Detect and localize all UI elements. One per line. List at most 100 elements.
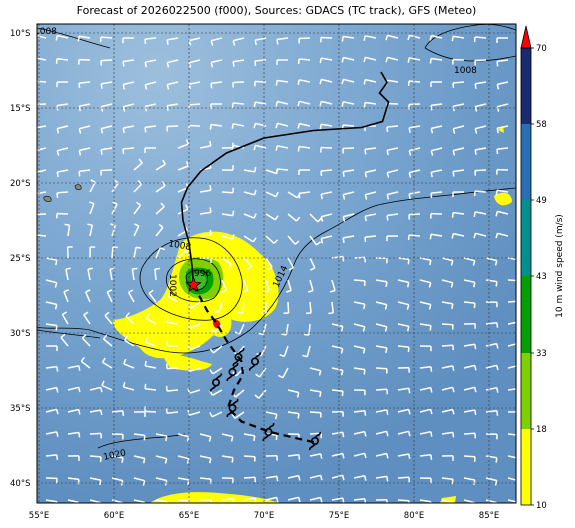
wind-barb-icon xyxy=(243,189,257,196)
wind-barb-icon xyxy=(329,279,336,293)
wind-barb-icon xyxy=(353,345,366,354)
wind-barb-icon xyxy=(429,57,443,64)
wind-barb-icon xyxy=(144,59,157,68)
wind-barb-icon xyxy=(375,301,388,310)
wind-barb-icon xyxy=(199,185,212,193)
wind-barb-icon xyxy=(309,257,316,271)
wind-barb-icon xyxy=(375,367,388,374)
wind-barb-icon xyxy=(89,432,103,439)
colorbar-tick: 33 xyxy=(536,349,547,359)
map-frame xyxy=(36,23,517,504)
wind-barb-icon xyxy=(419,279,432,288)
wind-barb-icon xyxy=(221,279,228,293)
wind-barb-icon xyxy=(144,406,157,413)
wind-barb-icon xyxy=(78,81,91,89)
wind-barb-icon xyxy=(155,433,168,442)
wind-barb-icon xyxy=(507,257,516,261)
wind-barb-icon xyxy=(430,191,443,199)
wind-barb-icon xyxy=(111,410,125,416)
wind-barb-icon xyxy=(87,223,94,237)
wind-barb-icon xyxy=(441,279,454,288)
wind-barb-icon xyxy=(166,363,179,370)
colorbar-tick: 18 xyxy=(536,425,547,435)
wind-barb-icon xyxy=(485,499,498,503)
wind-barb-icon xyxy=(67,499,80,503)
past-track-line xyxy=(180,71,390,286)
wind-barb-icon xyxy=(441,365,455,371)
storm-symbol-icon xyxy=(210,373,222,392)
wind-barb-icon xyxy=(242,279,249,293)
wind-barb-icon xyxy=(81,334,91,347)
wind-barb-icon xyxy=(319,57,333,64)
wind-barb-icon xyxy=(56,212,69,219)
wind-barb-icon xyxy=(287,453,301,460)
lon-tick: 85°E xyxy=(479,511,499,521)
wind-barb-icon xyxy=(297,122,311,129)
wind-barb-icon xyxy=(63,289,69,303)
wind-barb-icon xyxy=(265,496,279,503)
colorbar-segment xyxy=(521,200,531,276)
wind-barb-icon xyxy=(287,213,301,222)
wind-barb-icon xyxy=(353,452,367,459)
wind-barb-icon xyxy=(221,257,232,269)
storm-symbol-icon xyxy=(262,422,275,442)
wind-barb-icon xyxy=(77,35,91,42)
wind-barb-icon xyxy=(507,365,516,369)
wind-barb-icon xyxy=(89,386,103,393)
wind-barb-icon xyxy=(122,103,135,112)
wind-barb-icon xyxy=(305,301,312,315)
wind-barb-icon xyxy=(101,357,113,369)
wind-barb-icon xyxy=(496,81,509,90)
wind-barb-icon xyxy=(89,455,102,462)
wind-barb-icon xyxy=(232,37,245,46)
wind-barb-icon xyxy=(452,103,465,112)
wind-barb-icon xyxy=(507,477,516,481)
wind-barb-icon xyxy=(231,411,245,419)
wind-barb-icon xyxy=(353,409,367,416)
wind-barb-icon xyxy=(507,321,516,325)
wind-barb-icon xyxy=(265,454,278,461)
wind-barb-icon xyxy=(485,477,498,486)
wind-barb-icon xyxy=(264,279,271,293)
wind-barb-icon xyxy=(276,59,288,65)
wind-barb-icon xyxy=(342,235,355,243)
wind-barb-icon xyxy=(397,345,410,353)
cyclone-center-star-icon xyxy=(185,276,202,293)
wind-barb-icon xyxy=(507,300,516,303)
wind-barb-icon xyxy=(342,169,355,177)
wind-barb-icon xyxy=(309,213,322,223)
wind-barb-icon xyxy=(166,103,179,111)
forecast-track-line xyxy=(192,284,316,444)
wind-barb-icon xyxy=(37,213,47,216)
wind-barb-icon xyxy=(302,345,311,358)
wind-barb-icon xyxy=(320,169,333,176)
wind-barb-icon xyxy=(309,367,322,376)
wind-barb-icon xyxy=(286,279,292,293)
wind-barb-icon xyxy=(485,364,499,371)
wind-barb-icon xyxy=(331,452,345,459)
wind-barb-icon xyxy=(375,430,389,437)
wind-barb-icon xyxy=(123,335,135,347)
wind-barb-icon xyxy=(122,59,135,67)
wind-barb-icon xyxy=(495,210,509,217)
wind-barb-icon xyxy=(297,79,311,85)
wind-barb-icon xyxy=(407,234,421,241)
wind-barb-icon xyxy=(385,56,399,63)
wind-barb-icon xyxy=(232,59,245,67)
wind-barb-icon xyxy=(297,145,311,152)
wind-barb-icon xyxy=(320,235,333,244)
storm-symbol-icon xyxy=(232,347,245,367)
wind-barb-icon xyxy=(166,59,179,68)
wind-barb-icon xyxy=(37,103,47,106)
wind-barb-icon xyxy=(188,37,201,46)
wind-barb-icon xyxy=(429,34,443,41)
wind-barb-icon xyxy=(452,169,465,177)
wind-barb-icon xyxy=(275,122,289,129)
wind-barb-icon xyxy=(209,345,223,354)
isobar-label-1020: 1020 xyxy=(103,448,128,463)
wind-barb-icon xyxy=(353,301,366,310)
wind-barb-icon xyxy=(37,80,47,83)
wind-barb-icon xyxy=(78,58,91,65)
wind-barb-icon xyxy=(237,301,245,314)
wind-barb-icon xyxy=(210,37,223,46)
